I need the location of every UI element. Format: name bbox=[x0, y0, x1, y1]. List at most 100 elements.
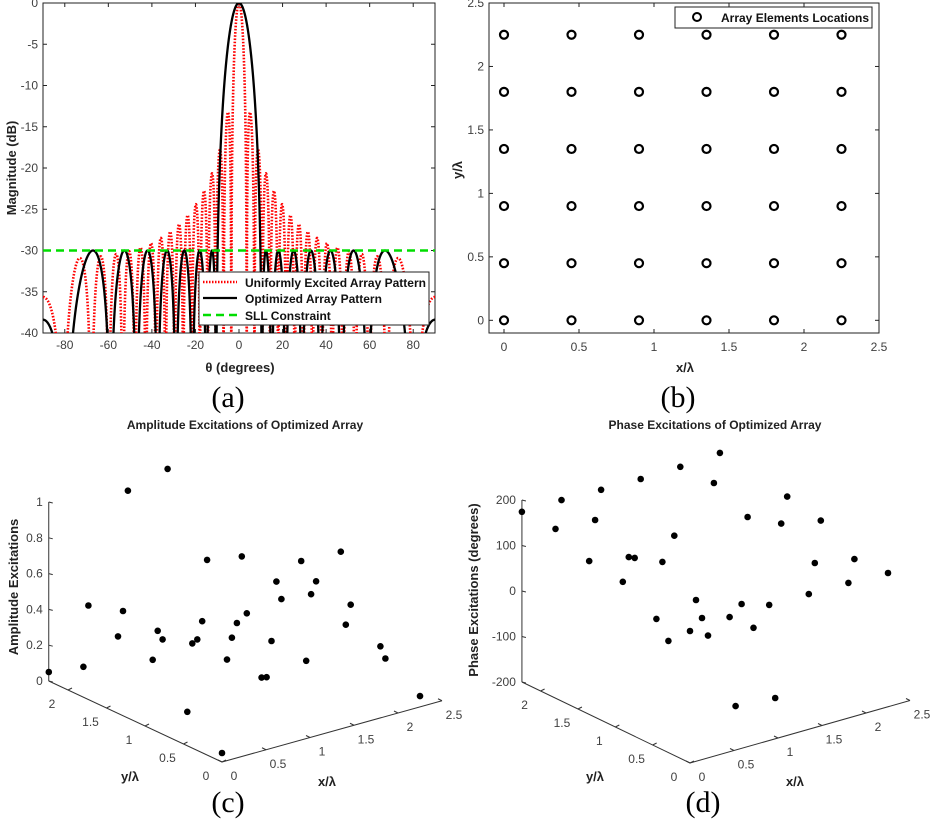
data-point bbox=[218, 749, 226, 757]
data-point bbox=[198, 617, 206, 625]
x-tick-label: 0 bbox=[501, 340, 508, 354]
panel-b-plot-area bbox=[488, 2, 880, 334]
data-point bbox=[817, 517, 825, 524]
array-element-marker bbox=[498, 143, 510, 155]
y-tick-label: 1 bbox=[596, 734, 603, 748]
array-element-marker bbox=[701, 29, 712, 40]
data-point bbox=[585, 557, 593, 565]
x-tick-label: 0 bbox=[699, 770, 706, 784]
array-element-marker bbox=[701, 315, 712, 326]
array-element-marker bbox=[836, 143, 847, 155]
array-element-marker bbox=[566, 143, 577, 155]
data-point bbox=[159, 636, 166, 643]
z-tick bbox=[521, 499, 527, 502]
data-point bbox=[552, 525, 559, 533]
y-tick-label: -30 bbox=[21, 244, 39, 258]
data-point bbox=[258, 674, 265, 681]
array-element-marker bbox=[498, 86, 510, 97]
array-element-marker bbox=[633, 143, 645, 155]
y-tick bbox=[106, 705, 111, 709]
data-point bbox=[194, 636, 201, 643]
data-point bbox=[184, 708, 191, 716]
y-tick-label: 0.5 bbox=[467, 250, 484, 264]
data-point bbox=[704, 632, 712, 639]
data-point bbox=[189, 640, 196, 647]
y-tick bbox=[577, 706, 583, 710]
data-point bbox=[692, 596, 700, 604]
x-tick-label: 1 bbox=[319, 745, 326, 759]
y-tick bbox=[221, 759, 227, 763]
x-tick-label: 1 bbox=[651, 340, 658, 354]
z-tick bbox=[48, 608, 53, 611]
panel-c-ylabel: y/λ bbox=[121, 769, 140, 784]
array-element-marker bbox=[768, 200, 780, 212]
data-point bbox=[302, 657, 310, 665]
data-point bbox=[653, 615, 660, 623]
y-tick-label: -15 bbox=[21, 120, 39, 134]
x-tick-label: 2.5 bbox=[914, 708, 931, 722]
data-point bbox=[80, 663, 87, 671]
panel-d-ylabel: y/λ bbox=[586, 769, 605, 784]
y-tick-label: 1.5 bbox=[82, 715, 99, 729]
data-point bbox=[726, 613, 733, 621]
x-tick-label: 1.5 bbox=[826, 733, 843, 747]
z-tick-label: 1 bbox=[36, 495, 43, 509]
legend-box bbox=[674, 6, 873, 29]
data-point bbox=[347, 601, 355, 608]
data-point bbox=[307, 590, 315, 598]
x-tick bbox=[305, 735, 311, 738]
array-element-marker bbox=[498, 315, 510, 326]
array-element-marker bbox=[566, 200, 577, 212]
array-element-marker bbox=[498, 200, 510, 212]
x-tick-label: 2 bbox=[801, 340, 808, 354]
panel-a-ylabel: Magnitude (dB) bbox=[4, 121, 19, 216]
data-point bbox=[738, 600, 745, 608]
z-tick-label: 200 bbox=[496, 493, 516, 507]
data-point bbox=[597, 486, 605, 494]
array-element-marker bbox=[768, 315, 780, 326]
array-element-marker bbox=[836, 29, 847, 40]
panel-a-legend: Uniformly Excited Array Pattern Optimize… bbox=[198, 271, 430, 326]
y-tick-label: -10 bbox=[21, 79, 39, 93]
x-tick-label: -60 bbox=[100, 338, 118, 352]
array-element-marker bbox=[768, 86, 780, 97]
z-tick bbox=[48, 501, 53, 504]
data-point bbox=[686, 627, 694, 635]
array-element-marker bbox=[836, 200, 847, 212]
array-element-marker bbox=[701, 258, 712, 269]
legend-label-optimized: Optimized Array Pattern bbox=[245, 292, 382, 306]
x-tick bbox=[861, 710, 867, 714]
panel-c-amplitude-3d: Amplitude Excitations of Optimized Array… bbox=[6, 418, 463, 819]
x-axis bbox=[689, 700, 911, 764]
panel-b-element-locations: 0 0.5 1 1.5 2 2.5 0 0.5 1 1.5 2 2.5 y/λ x/λ Array E… bbox=[450, 0, 888, 414]
array-element-marker bbox=[768, 29, 780, 40]
x-tick-label: 40 bbox=[319, 338, 333, 352]
panel-a-radiation-pattern: -80 -60 -40 -20 0 20 40 60 80 0 -5 -10 -15 -20 -25 -30 -… bbox=[4, 0, 436, 414]
legend-label-elements: Array Elements Locations bbox=[721, 11, 869, 25]
y-axis bbox=[48, 680, 223, 763]
x-tick bbox=[261, 747, 267, 751]
array-element-marker bbox=[498, 29, 510, 40]
data-point bbox=[811, 559, 819, 567]
data-point bbox=[518, 508, 526, 516]
z-tick-label: 0.6 bbox=[26, 567, 43, 581]
y-tick bbox=[652, 742, 657, 746]
data-point bbox=[884, 569, 892, 577]
y-tick-label: 0 bbox=[203, 769, 210, 783]
data-point bbox=[164, 465, 171, 473]
data-point bbox=[114, 633, 122, 640]
data-point bbox=[558, 496, 565, 504]
data-point bbox=[297, 557, 305, 565]
data-point bbox=[698, 614, 706, 622]
data-point bbox=[268, 637, 275, 645]
x-tick bbox=[773, 735, 779, 739]
array-element-marker bbox=[768, 258, 780, 269]
z-tick bbox=[48, 573, 53, 576]
y-tick bbox=[615, 724, 620, 728]
data-point bbox=[149, 656, 156, 664]
legend-box bbox=[198, 271, 430, 326]
y-tick-label: -5 bbox=[27, 37, 38, 51]
array-element-marker bbox=[701, 86, 712, 97]
legend-label-sll: SLL Constraint bbox=[245, 309, 331, 323]
